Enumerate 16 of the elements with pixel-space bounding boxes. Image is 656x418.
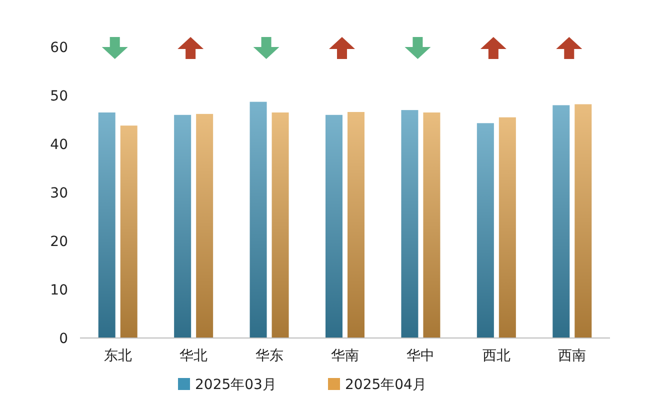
y-tick-label: 10 bbox=[50, 282, 68, 298]
legend-label: 2025年04月 bbox=[345, 377, 426, 393]
y-tick-label: 0 bbox=[59, 331, 68, 347]
y-tick-label: 50 bbox=[50, 88, 68, 104]
y-tick-label: 20 bbox=[50, 234, 68, 250]
y-tick-label: 30 bbox=[50, 186, 68, 202]
y-tick-label: 60 bbox=[50, 40, 68, 56]
x-tick-label: 华南 bbox=[331, 348, 359, 364]
legend-label: 2025年03月 bbox=[195, 377, 276, 393]
x-tick-label: 西北 bbox=[482, 348, 510, 364]
x-tick-label: 东北 bbox=[104, 348, 132, 364]
y-tick-label: 40 bbox=[50, 137, 68, 153]
x-tick-label: 西南 bbox=[558, 348, 586, 364]
x-tick-label: 华北 bbox=[180, 348, 208, 364]
x-tick-label: 华中 bbox=[406, 348, 435, 364]
x-tick-label: 华东 bbox=[255, 348, 284, 364]
